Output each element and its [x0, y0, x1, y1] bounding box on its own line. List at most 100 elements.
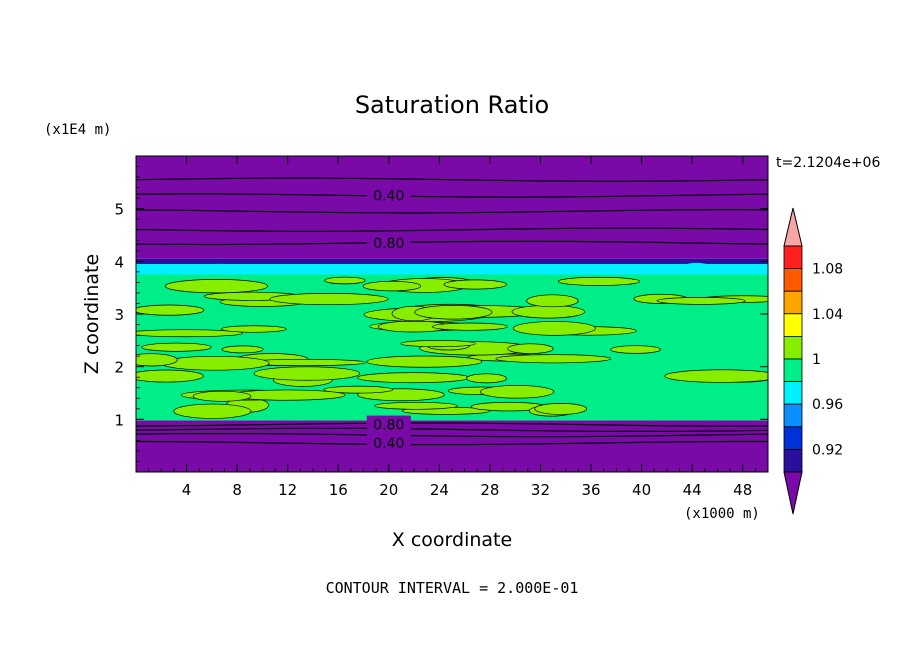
colorbar-segment	[783, 245, 803, 270]
green-yellow-patch	[534, 403, 587, 415]
green-yellow-patch	[136, 329, 244, 338]
green-yellow-patch	[141, 342, 212, 352]
green-yellow-patch	[136, 353, 178, 367]
contour-label-bg	[366, 186, 411, 203]
green-yellow-patch	[511, 305, 585, 319]
green-yellow-patch	[253, 366, 361, 381]
field-patches	[136, 262, 768, 419]
cyan-patch	[512, 266, 532, 272]
field-band-3	[136, 258, 768, 264]
contour-label-bg	[366, 434, 411, 451]
green-yellow-patch	[192, 390, 252, 402]
colorbar-segment	[783, 426, 803, 450]
x-tick-label: 28	[480, 481, 499, 499]
green-yellow-patch	[656, 296, 746, 305]
green-yellow-patch	[507, 343, 554, 354]
contour-label: 0.40	[373, 436, 404, 452]
contour-label: 0.40	[373, 189, 404, 205]
x-tick-label: 32	[531, 481, 550, 499]
green-yellow-patch	[323, 385, 394, 394]
contour-label: 0.80	[373, 418, 404, 434]
green-yellow-patch	[221, 345, 264, 354]
x-tick-label: 12	[278, 481, 297, 499]
x-tick-label: 44	[683, 481, 702, 499]
colorbar-segment	[783, 268, 803, 292]
colorbar-label: 1	[812, 352, 821, 368]
x-tick-label: 36	[581, 481, 600, 499]
green-yellow-patch	[466, 373, 507, 384]
colorbar-segment	[783, 290, 803, 315]
contour-line	[136, 422, 768, 427]
x-tick-label: 16	[329, 481, 348, 499]
green-yellow-patch	[431, 322, 508, 331]
green-yellow-patch	[374, 401, 458, 410]
x-tick-label: 8	[232, 481, 242, 499]
green-yellow-patch	[610, 345, 661, 354]
green-yellow-patch	[324, 276, 366, 285]
green-yellow-patch	[221, 325, 287, 333]
x-unit-label: (x1000 m)	[684, 506, 760, 522]
green-yellow-patch	[495, 354, 612, 364]
colorbar-label: 1.08	[812, 262, 843, 278]
green-yellow-patch	[173, 403, 252, 419]
green-yellow-patch	[414, 305, 493, 320]
cyan-patch	[640, 264, 676, 271]
y-tick-label: 5	[114, 201, 124, 219]
contour-lines	[136, 177, 768, 446]
cyan-patch	[477, 265, 498, 272]
green-yellow-patch	[526, 294, 579, 308]
colorbar: 0.92 0.96 1 1.04 1.08	[783, 207, 843, 515]
y-axis-label: Z coordinate	[81, 254, 103, 374]
contour-label: 0.80	[373, 236, 404, 252]
contour-interval-footer: CONTOUR INTERVAL = 2.000E-01	[326, 579, 579, 597]
y-tick-label: 1	[114, 411, 124, 429]
contour-line	[136, 240, 768, 246]
green-yellow-patch	[136, 304, 205, 316]
contour-line	[136, 209, 768, 214]
green-yellow-patch	[356, 372, 470, 384]
x-tick-label: 24	[430, 481, 449, 499]
chart-title: Saturation Ratio	[355, 91, 549, 119]
y-tick-label: 3	[114, 306, 124, 324]
x-axis-label: X coordinate	[392, 529, 512, 551]
colorbar-under-arrow	[783, 471, 803, 515]
y-axis-ticks: 1 2 3 4 5	[114, 166, 768, 462]
x-tick-label: 4	[182, 481, 192, 499]
cyan-patch	[729, 265, 758, 271]
y-unit-label: (x1E4 m)	[44, 122, 111, 138]
x-tick-label: 48	[733, 481, 752, 499]
colorbar-segment	[783, 381, 803, 405]
green-yellow-patch	[513, 321, 596, 336]
green-yellow-patch	[136, 369, 204, 383]
contour-line	[136, 227, 768, 232]
contour-line	[136, 440, 768, 446]
field-band-2	[136, 263, 768, 275]
cyan-patch	[202, 263, 240, 272]
colorbar-segment	[783, 448, 803, 473]
contour-line	[136, 177, 768, 182]
contour-line	[136, 193, 768, 198]
contour-line	[136, 427, 768, 432]
green-yellow-patch	[664, 369, 768, 383]
contour-label-bg	[366, 233, 411, 250]
x-tick-label: 20	[379, 481, 398, 499]
cyan-patch	[300, 264, 322, 272]
time-label: t=2.1204e+06	[776, 155, 880, 171]
green-yellow-patch	[400, 340, 476, 348]
cyan-patch	[695, 264, 740, 272]
colorbar-label: 1.04	[812, 307, 843, 323]
y-tick-label: 4	[114, 253, 124, 271]
colorbar-segment	[783, 335, 803, 360]
colorbar-segment	[783, 403, 803, 428]
plot-area	[136, 156, 768, 472]
green-yellow-patch	[160, 355, 270, 371]
green-yellow-patch	[366, 355, 483, 368]
contour-line	[136, 433, 768, 438]
green-yellow-patch	[362, 280, 422, 292]
y-tick-label: 2	[114, 359, 124, 377]
colorbar-label: 0.96	[812, 397, 843, 413]
contour-label-bg	[366, 415, 411, 432]
green-yellow-patch	[443, 279, 507, 290]
colorbar-segment	[783, 358, 803, 383]
green-yellow-patch	[557, 276, 640, 286]
